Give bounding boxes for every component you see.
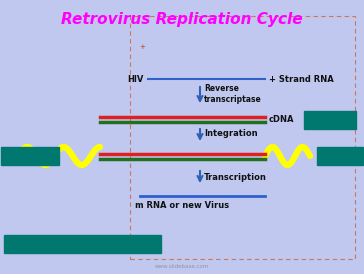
FancyBboxPatch shape	[317, 147, 363, 165]
Text: host DNA: host DNA	[10, 152, 50, 161]
FancyBboxPatch shape	[304, 111, 356, 129]
Text: + Strand RNA: + Strand RNA	[269, 75, 334, 84]
Bar	[130, 16, 355, 259]
Text: m RNA or new Virus: m RNA or new Virus	[135, 201, 229, 210]
Text: +: +	[139, 44, 145, 50]
Text: Retrovirus Replication Cycle: Retrovirus Replication Cycle	[61, 12, 303, 27]
FancyBboxPatch shape	[4, 235, 161, 253]
Text: ds DNA: ds DNA	[314, 116, 346, 124]
Text: Transcription: Transcription	[204, 173, 267, 181]
Text: cDNA: cDNA	[269, 115, 294, 124]
Text: www.slidebase.com: www.slidebase.com	[155, 264, 209, 269]
Text: Packaging into virus ; budding: Packaging into virus ; budding	[21, 241, 144, 247]
Text: Provirus: Provirus	[322, 152, 358, 161]
Text: HIV: HIV	[128, 75, 144, 84]
Text: Reverse
transcriptase: Reverse transcriptase	[204, 84, 262, 104]
Text: Integration: Integration	[204, 130, 258, 138]
FancyBboxPatch shape	[1, 147, 59, 165]
